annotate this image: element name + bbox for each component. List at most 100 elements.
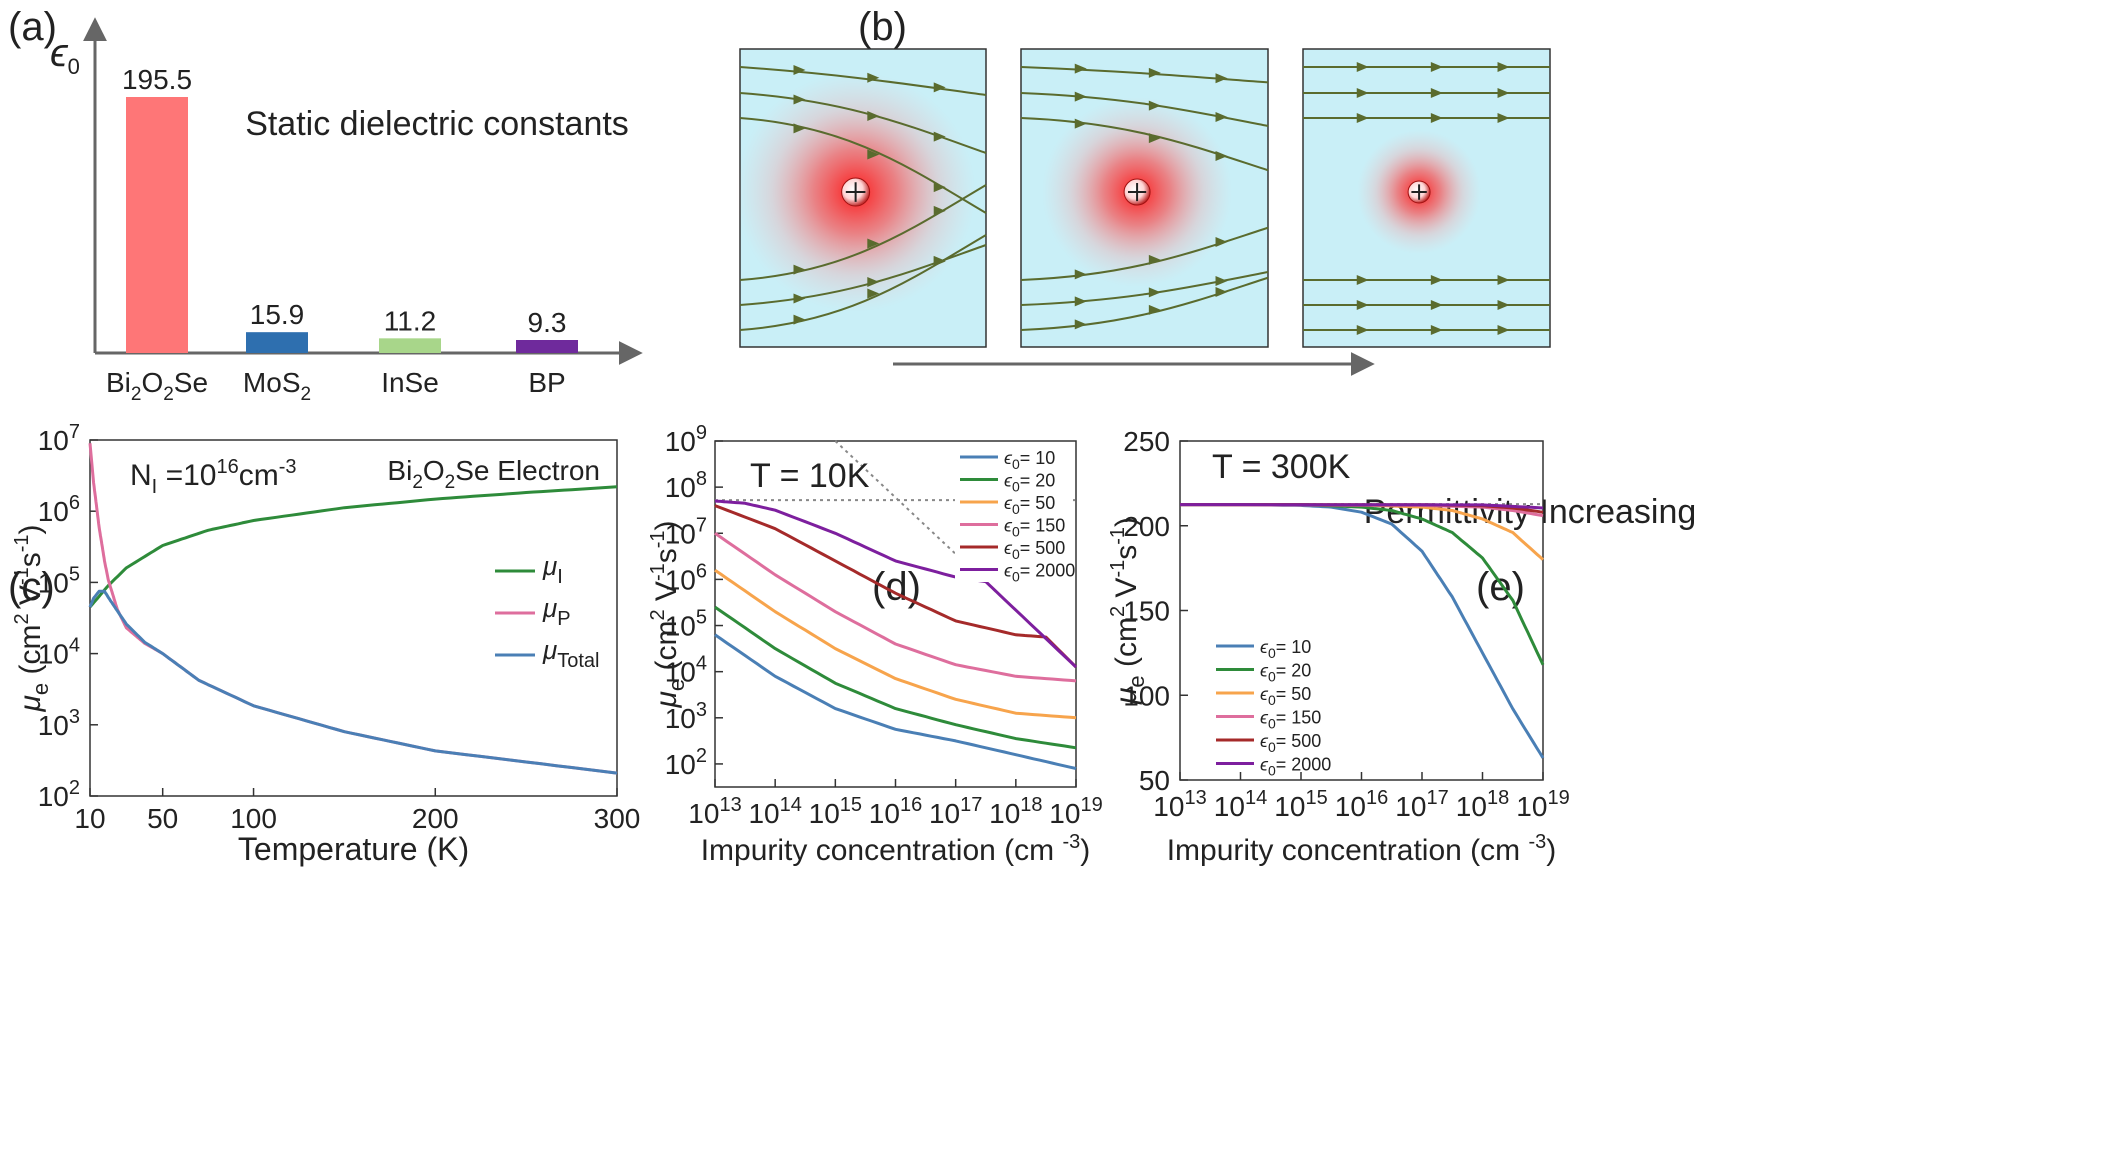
panel-label-e: (e) xyxy=(1476,565,1525,609)
y-axis-label-part: V xyxy=(1110,578,1143,606)
y-tick-label: 109 xyxy=(665,422,707,457)
series-line-μI xyxy=(90,487,617,607)
x-tick-label-exp: 15 xyxy=(1305,787,1327,809)
x-tick-label-exp: 17 xyxy=(1426,787,1448,809)
y-tick-label: 108 xyxy=(665,468,707,503)
y-tick-label-base: 10 xyxy=(38,425,69,456)
category-label-part: O xyxy=(141,367,163,398)
x-tick-label-base: 10 xyxy=(869,798,900,829)
legend-entry-sub: 0 xyxy=(1012,546,1020,562)
annotation-part: N xyxy=(130,459,152,492)
annotation-part: 16 xyxy=(216,456,238,478)
legend-entry: μP xyxy=(542,593,571,630)
legend-entry-value: = 10 xyxy=(1020,448,1056,468)
y-tick-label-base: 10 xyxy=(665,426,696,457)
category-label: MoS2 xyxy=(243,367,311,405)
panel-a-bar-chart: ϵ0Static dielectric constants195.5Bi2O2S… xyxy=(50,22,638,405)
category-label-part: BP xyxy=(528,367,565,398)
legend-entry: μTotal xyxy=(542,635,600,672)
y-axis-label-part: (cm xyxy=(1110,617,1143,675)
legend-entry: ϵ0= 20 xyxy=(1260,661,1311,685)
y-tick-label-exp: 6 xyxy=(696,560,707,582)
x-axis-label: Impurity concentration (cm -3) xyxy=(701,831,1091,867)
bar-MoS2 xyxy=(246,332,308,353)
category-label-part: Bi xyxy=(106,367,131,398)
category-label-part: InSe xyxy=(381,367,439,398)
y-tick-label-exp: 2 xyxy=(69,777,80,799)
x-axis-label-part: Impurity concentration (cm xyxy=(1167,834,1529,867)
y-tick-label-exp: 9 xyxy=(696,422,707,444)
y-axis-label-part: ) xyxy=(1110,517,1143,527)
y-axis-label-part: -1 xyxy=(647,563,669,581)
x-tick-label: 1014 xyxy=(1214,787,1267,822)
legend-entry: ϵ0= 2000 xyxy=(1260,755,1331,779)
legend-entry-sub: 0 xyxy=(1268,645,1276,661)
legend-entry-value: = 2000 xyxy=(1020,561,1076,581)
category-label-part: Se xyxy=(174,367,208,398)
x-tick-label-base: 10 xyxy=(989,798,1020,829)
x-tick-label-base: 10 xyxy=(809,798,840,829)
legend-entry-sub: 0 xyxy=(1012,524,1020,540)
category-label: Bi2O2Se xyxy=(106,367,208,405)
panel-d-mobility-10K: 1013 1014 1015 1016 1017 1018 1019102103104105… xyxy=(647,422,1103,867)
panel-label-b: (b) xyxy=(858,5,907,49)
x-tick-label-exp: 17 xyxy=(960,794,982,816)
x-tick-label: 200 xyxy=(412,803,459,834)
x-tick-label-exp: 16 xyxy=(900,794,922,816)
bar-value-label: 15.9 xyxy=(250,299,305,330)
y-tick-label: 250 xyxy=(1123,426,1170,457)
legend-entry-value: = 2000 xyxy=(1276,755,1332,775)
annotation-part: O xyxy=(423,455,445,486)
y-tick-label: 107 xyxy=(665,514,707,549)
legend-entry-symbol: μ xyxy=(542,551,557,581)
x-axis-label-part: -3 xyxy=(1063,831,1081,853)
x-axis-label-part: ) xyxy=(1546,834,1556,867)
y-tick-label-base: 10 xyxy=(38,710,69,741)
x-tick-label-exp: 18 xyxy=(1020,794,1042,816)
legend-entry: ϵ0= 50 xyxy=(1260,684,1311,708)
y-axis-label-part: s xyxy=(650,548,683,563)
y-axis-label-part: μ xyxy=(14,695,47,712)
x-tick-label-base: 10 xyxy=(929,798,960,829)
category-label-part: 2 xyxy=(301,384,312,405)
y-tick-label: 106 xyxy=(38,492,80,527)
legend-entry-sub: 0 xyxy=(1268,669,1276,685)
x-axis-label: Impurity concentration (cm -3) xyxy=(1167,831,1557,867)
y-tick-label-exp: 2 xyxy=(696,745,707,767)
x-axis-label-part: Impurity concentration (cm xyxy=(701,834,1063,867)
x-tick-label: 1016 xyxy=(1335,787,1388,822)
temperature-annotation: T = 10K xyxy=(750,457,870,495)
y-tick-label-base: 10 xyxy=(38,781,69,812)
x-tick-label-base: 10 xyxy=(1456,791,1487,822)
y-axis-label-part: V xyxy=(14,585,47,613)
legend-entry-sub: 0 xyxy=(1268,739,1276,755)
y-axis-label-part: 2 xyxy=(1107,606,1129,617)
x-axis-label-part: ) xyxy=(1080,834,1090,867)
legend-entry-sub: 0 xyxy=(1268,716,1276,732)
legend-entry: μI xyxy=(542,551,563,588)
x-tick-label: 1013 xyxy=(688,794,741,829)
bar-Bi2O2Se xyxy=(126,97,188,353)
x-tick-label: 1015 xyxy=(809,794,862,829)
y-axis-label: ϵ0 xyxy=(50,31,80,79)
bar-value-label: 9.3 xyxy=(528,307,567,338)
annotation-part: -3 xyxy=(279,456,297,478)
x-tick-label: 1015 xyxy=(1274,787,1327,822)
x-tick-label-exp: 14 xyxy=(780,794,802,816)
y-axis-label-part: (cm xyxy=(14,625,47,683)
y-axis-label-part: 2 xyxy=(647,609,669,620)
x-tick-label-exp: 18 xyxy=(1487,787,1509,809)
legend-entry-value: = 10 xyxy=(1276,637,1312,657)
legend-entry-value: = 150 xyxy=(1276,708,1322,728)
x-tick-label-exp: 14 xyxy=(1245,787,1267,809)
y-axis-label-part: ) xyxy=(650,520,683,530)
y-tick-label-base: 10 xyxy=(665,472,696,503)
temperature-annotation: T = 300K xyxy=(1212,448,1351,486)
y-axis-label-part: e xyxy=(28,683,53,695)
y-tick-label-exp: 3 xyxy=(696,699,707,721)
y-tick-label-exp: 7 xyxy=(69,421,80,443)
annotation-part: Se Electron xyxy=(455,455,600,486)
legend-entry-symbol: μ xyxy=(542,635,557,665)
x-tick-label: 100 xyxy=(230,803,277,834)
y-axis-label-part: ) xyxy=(14,524,47,534)
